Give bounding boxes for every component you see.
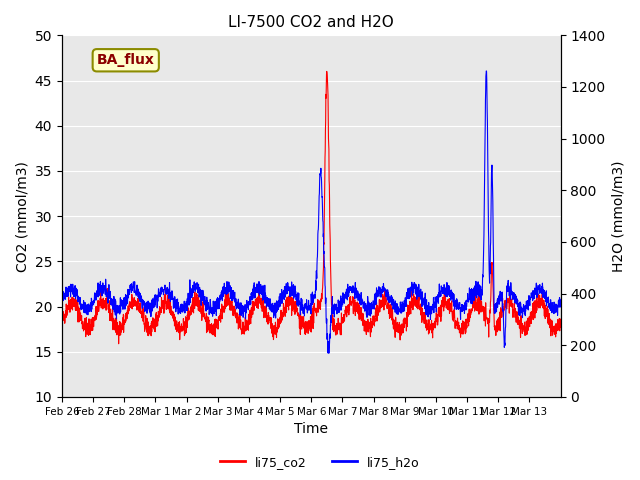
li75_h2o: [557, 297, 564, 303]
li75_h2o: [461, 304, 469, 310]
li75_co2: [58, 317, 66, 323]
li75_co2: [550, 329, 557, 335]
Y-axis label: H2O (mmol/m3): H2O (mmol/m3): [611, 160, 625, 272]
li75_co2: [341, 307, 349, 313]
Y-axis label: CO2 (mmol/m3): CO2 (mmol/m3): [15, 161, 29, 272]
X-axis label: Time: Time: [294, 422, 328, 436]
li75_co2: [461, 331, 469, 336]
li75_co2: [115, 341, 122, 347]
li75_co2: [216, 317, 223, 323]
li75_h2o: [550, 311, 557, 316]
li75_h2o: [325, 350, 333, 356]
li75_co2: [490, 299, 497, 305]
Legend: li75_co2, li75_h2o: li75_co2, li75_h2o: [215, 451, 425, 474]
li75_h2o: [490, 252, 497, 258]
Line: li75_h2o: li75_h2o: [62, 71, 561, 353]
Line: li75_co2: li75_co2: [62, 72, 561, 344]
Text: BA_flux: BA_flux: [97, 53, 155, 67]
li75_h2o: [58, 291, 66, 297]
li75_co2: [557, 318, 564, 324]
li75_h2o: [216, 298, 223, 304]
li75_h2o: [108, 300, 116, 306]
Title: LI-7500 CO2 and H2O: LI-7500 CO2 and H2O: [228, 15, 394, 30]
li75_h2o: [341, 293, 349, 299]
li75_co2: [108, 318, 116, 324]
li75_co2: [323, 69, 331, 74]
li75_h2o: [483, 68, 490, 74]
